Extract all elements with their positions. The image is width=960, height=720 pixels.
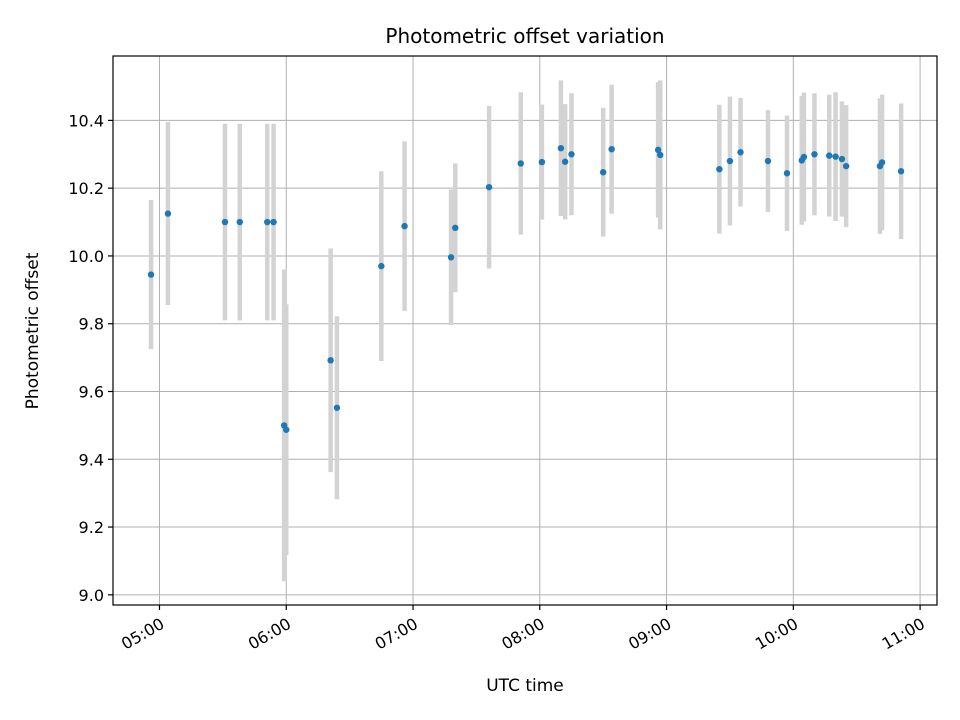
data-point — [838, 155, 846, 163]
data-point — [378, 262, 385, 270]
data-point — [568, 151, 575, 158]
data-point — [764, 157, 772, 165]
data-point — [897, 168, 905, 175]
data-point — [221, 218, 229, 226]
chart-title: Photometric offset variation — [385, 24, 664, 48]
data-point — [264, 218, 271, 226]
data-point — [826, 152, 833, 159]
data-point — [608, 145, 615, 153]
data-point — [716, 165, 723, 173]
data-point — [538, 158, 546, 166]
plot-frame — [112, 55, 938, 606]
data-point — [800, 153, 808, 161]
y-tick-label: 10.0 — [68, 247, 104, 266]
data-point — [657, 151, 664, 159]
y-tick-label: 10.2 — [68, 179, 104, 198]
data-point — [561, 158, 569, 165]
data-point — [452, 224, 459, 232]
y-axis-label: Photometric offset — [23, 252, 43, 409]
data-point — [283, 426, 290, 433]
y-tick-label: 9.8 — [79, 315, 104, 334]
data-point — [236, 218, 243, 226]
data-point — [878, 159, 886, 166]
data-point — [783, 170, 791, 177]
data-point — [164, 210, 172, 217]
y-tick-label: 9.0 — [79, 586, 104, 605]
data-point — [832, 153, 839, 160]
grid — [113, 56, 937, 605]
x-axis-label: UTC time — [486, 676, 564, 696]
data-point — [654, 146, 662, 154]
data-point — [270, 218, 277, 226]
data-point — [599, 169, 607, 176]
y-tick-label: 9.2 — [79, 518, 104, 537]
data-point — [401, 222, 408, 230]
data-point — [485, 183, 493, 191]
y-tick-label: 9.4 — [79, 450, 104, 469]
data-point — [726, 157, 734, 165]
data-point — [333, 404, 341, 411]
y-tick-label: 10.4 — [68, 111, 104, 130]
data-point — [517, 160, 524, 167]
y-tick-label: 9.6 — [79, 383, 104, 402]
data-point — [447, 254, 455, 261]
data-point — [147, 271, 155, 278]
data-point — [327, 357, 334, 364]
data-points — [147, 144, 905, 433]
data-point — [842, 162, 850, 170]
data-point — [737, 149, 744, 156]
data-point — [811, 151, 818, 158]
data-point — [557, 144, 565, 152]
